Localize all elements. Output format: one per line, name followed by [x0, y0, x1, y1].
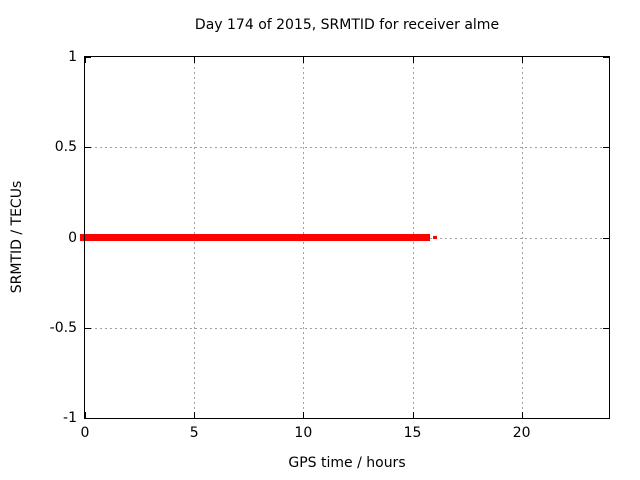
x-tick-label: 15	[403, 425, 422, 441]
x-gridline	[522, 57, 523, 418]
y-tick	[85, 418, 91, 419]
x-tick	[85, 57, 86, 63]
y-tick-label: -0.5	[49, 319, 77, 336]
x-tick	[522, 412, 523, 418]
x-axis-label: GPS time / hours	[288, 455, 406, 471]
x-tick-label: 10	[294, 425, 313, 441]
plot-area	[80, 56, 610, 419]
y-tick-label: 0.5	[54, 139, 77, 156]
x-tick	[522, 57, 523, 63]
x-tick	[413, 57, 414, 63]
x-tick-label: 0	[80, 425, 90, 441]
y-tick	[85, 57, 91, 58]
series-line-cap	[80, 234, 84, 241]
y-tick	[603, 418, 609, 419]
y-tick	[603, 238, 609, 239]
y-tick-label: 0	[68, 229, 77, 246]
chart-title: Day 174 of 2015, SRMTID for receiver alm…	[194, 17, 500, 33]
x-tick	[303, 57, 304, 63]
y-tick-label: -1	[63, 410, 77, 426]
x-tick	[194, 412, 195, 418]
y-gridline	[85, 328, 609, 329]
x-tick-label: 20	[512, 425, 531, 441]
x-tick	[85, 412, 86, 418]
y-tick	[603, 147, 609, 148]
y-tick	[85, 147, 91, 148]
x-tick	[194, 57, 195, 63]
y-gridline	[85, 147, 609, 148]
series-line	[433, 236, 437, 239]
series-line	[85, 234, 430, 241]
y-tick	[603, 57, 609, 58]
x-tick	[303, 412, 304, 418]
y-tick	[603, 328, 609, 329]
y-tick-label: 1	[68, 49, 77, 65]
y-tick	[85, 328, 91, 329]
x-tick-label: 5	[189, 425, 199, 441]
x-tick	[413, 412, 414, 418]
